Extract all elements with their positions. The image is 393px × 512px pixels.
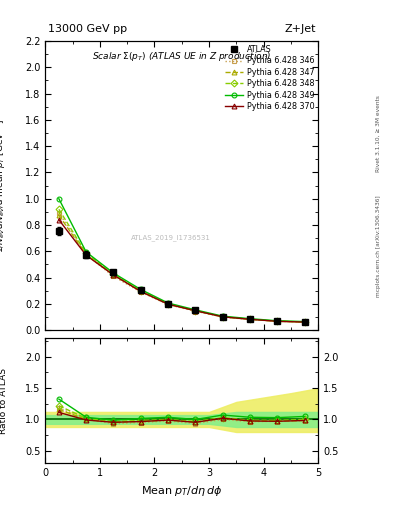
Text: mcplots.cern.ch [arXiv:1306.3436]: mcplots.cern.ch [arXiv:1306.3436] bbox=[376, 195, 380, 296]
Text: ATLAS_2019_I1736531: ATLAS_2019_I1736531 bbox=[131, 234, 211, 241]
Y-axis label: Ratio to ATLAS: Ratio to ATLAS bbox=[0, 368, 8, 434]
X-axis label: Mean $p_T/d\eta\,d\phi$: Mean $p_T/d\eta\,d\phi$ bbox=[141, 484, 222, 498]
Y-axis label: $1/N_{ev}\,dN_{ev}/d$ mean $p_T$ [GeV$^{-1}$]: $1/N_{ev}\,dN_{ev}/d$ mean $p_T$ [GeV$^{… bbox=[0, 118, 8, 253]
Text: Rivet 3.1.10, ≥ 3M events: Rivet 3.1.10, ≥ 3M events bbox=[376, 95, 380, 172]
Text: Z+Jet: Z+Jet bbox=[284, 24, 316, 34]
Text: Scalar $\Sigma(p_T)$ (ATLAS UE in Z production): Scalar $\Sigma(p_T)$ (ATLAS UE in Z prod… bbox=[92, 50, 272, 62]
Legend: ATLAS, Pythia 6.428 346, Pythia 6.428 347, Pythia 6.428 348, Pythia 6.428 349, P: ATLAS, Pythia 6.428 346, Pythia 6.428 34… bbox=[225, 45, 314, 111]
Text: 13000 GeV pp: 13000 GeV pp bbox=[48, 24, 127, 34]
